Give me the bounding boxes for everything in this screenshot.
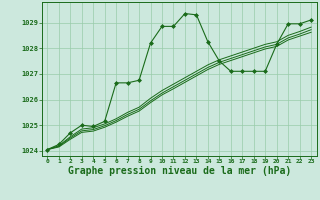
X-axis label: Graphe pression niveau de la mer (hPa): Graphe pression niveau de la mer (hPa) [68, 166, 291, 176]
